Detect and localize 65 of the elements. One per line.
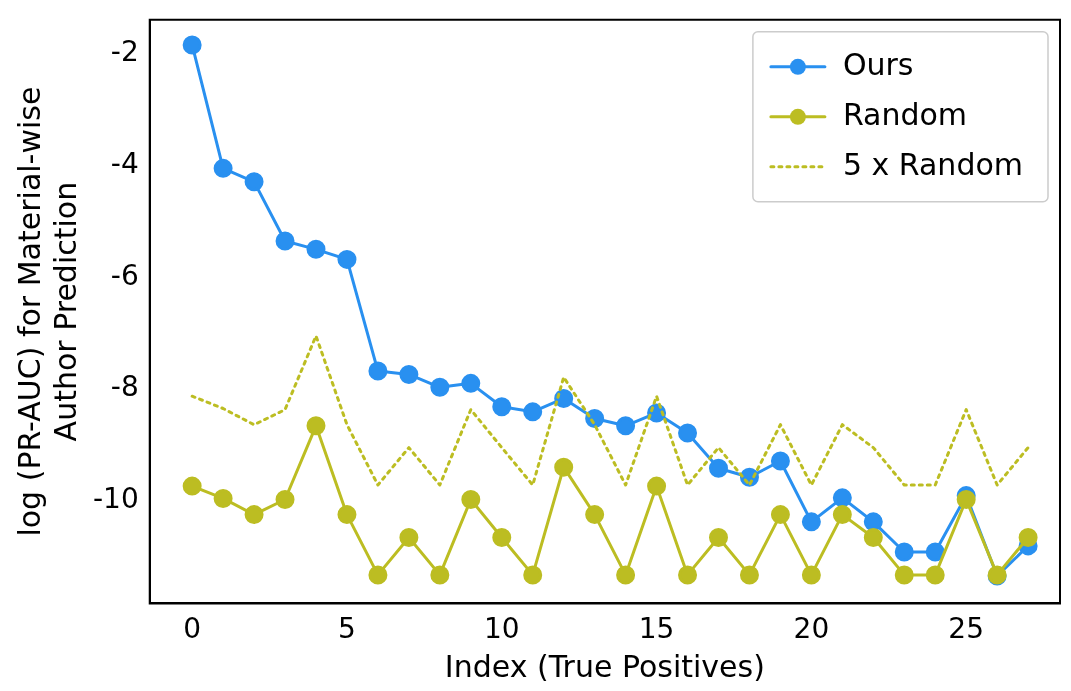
- point: [244, 172, 264, 192]
- point: [616, 565, 636, 585]
- point: [863, 528, 883, 547]
- y-axis-title: log (PR-AUC) for Material-wise Author Prediction: [11, 86, 83, 537]
- point: [461, 373, 481, 393]
- legend-label: 5 x Random: [842, 146, 1024, 182]
- point: [801, 512, 821, 532]
- point: [678, 423, 698, 443]
- x-axis-title: Index (True Positives): [444, 648, 765, 684]
- point: [306, 416, 326, 436]
- point: [832, 488, 852, 508]
- x-tick-label: 25: [948, 612, 985, 646]
- legend-label: Random: [842, 96, 968, 132]
- point: [739, 565, 759, 585]
- point: [770, 505, 790, 525]
- point: [770, 451, 790, 471]
- point: [554, 457, 574, 477]
- x-tick-label: 20: [793, 612, 830, 646]
- point: [1018, 528, 1038, 547]
- x-tick-label: 5: [338, 612, 356, 646]
- point: [647, 476, 667, 496]
- point: [709, 528, 728, 547]
- point: [554, 388, 574, 408]
- point: [399, 364, 419, 384]
- point: [616, 416, 636, 436]
- x-tick-label: 10: [483, 612, 520, 646]
- point: [925, 542, 945, 562]
- point: [863, 512, 883, 532]
- point: [894, 542, 914, 562]
- point: [678, 565, 698, 585]
- point: [182, 476, 202, 496]
- point: [275, 231, 295, 251]
- point: [368, 361, 388, 381]
- y-tick-label: -8: [110, 370, 139, 404]
- point: [213, 158, 233, 178]
- point: [801, 565, 821, 585]
- line-series: [190, 334, 1030, 487]
- point: [244, 505, 264, 525]
- point: [337, 505, 357, 525]
- point: [399, 528, 419, 547]
- x-tick-label: 15: [638, 612, 675, 646]
- point: [925, 565, 945, 585]
- point: [585, 505, 605, 525]
- y-tick-label: -10: [93, 481, 139, 515]
- point: [832, 505, 852, 525]
- y-tick-label: -6: [110, 258, 139, 292]
- point: [368, 565, 388, 585]
- y-tick-label: -2: [110, 35, 139, 69]
- point: [306, 239, 326, 259]
- legend-label: Ours: [842, 46, 914, 82]
- point: [213, 488, 233, 508]
- point: [523, 565, 543, 585]
- point: [337, 249, 357, 269]
- point: [492, 397, 512, 417]
- point: [182, 35, 202, 55]
- point: [709, 458, 728, 478]
- point: [275, 490, 295, 510]
- point: [430, 565, 450, 585]
- point: [492, 528, 512, 547]
- point: [894, 565, 914, 585]
- point: [461, 490, 481, 510]
- y-tick-label: -4: [110, 146, 139, 180]
- point: [523, 402, 543, 422]
- x-tick-label: 0: [183, 612, 202, 646]
- point: [430, 377, 450, 397]
